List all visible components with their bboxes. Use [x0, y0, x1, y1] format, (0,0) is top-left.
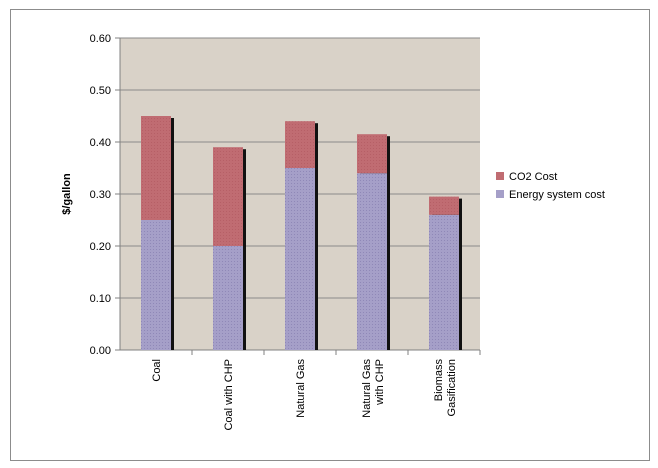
x-tick-label: Natural Gas [295, 359, 307, 418]
legend-label: CO2 Cost [509, 171, 557, 183]
bar-energy-system-cost [213, 246, 243, 350]
legend-swatch [496, 190, 504, 198]
bar-co2-cost [285, 121, 315, 168]
y-axis-label: $/gallon [61, 173, 73, 215]
y-tick-label: 0.50 [90, 85, 111, 97]
bar-energy-system-cost [429, 214, 459, 350]
bar-co2-cost [213, 147, 243, 246]
bar-energy-system-cost [285, 168, 315, 350]
y-tick-label: 0.30 [90, 189, 111, 201]
y-tick-label: 0.10 [90, 293, 111, 305]
legend-label: Energy system cost [509, 189, 605, 201]
y-tick-label: 0.00 [90, 345, 111, 357]
x-tick-label: BiomassGasification [433, 359, 458, 417]
y-tick-label: 0.40 [90, 137, 111, 149]
y-tick-label: 0.20 [90, 241, 111, 253]
x-tick-label: Coal [151, 359, 163, 382]
bar-energy-system-cost [357, 173, 387, 350]
x-tick-label: Natural Gaswith CHP [361, 359, 386, 418]
bar-co2-cost [357, 134, 387, 174]
bar-co2-cost [141, 116, 171, 220]
bar-co2-cost [429, 196, 459, 215]
x-tick-label: Coal with CHP [223, 359, 235, 431]
bar-energy-system-cost [141, 220, 171, 350]
y-tick-label: 0.60 [90, 33, 111, 45]
legend-swatch [496, 172, 504, 180]
